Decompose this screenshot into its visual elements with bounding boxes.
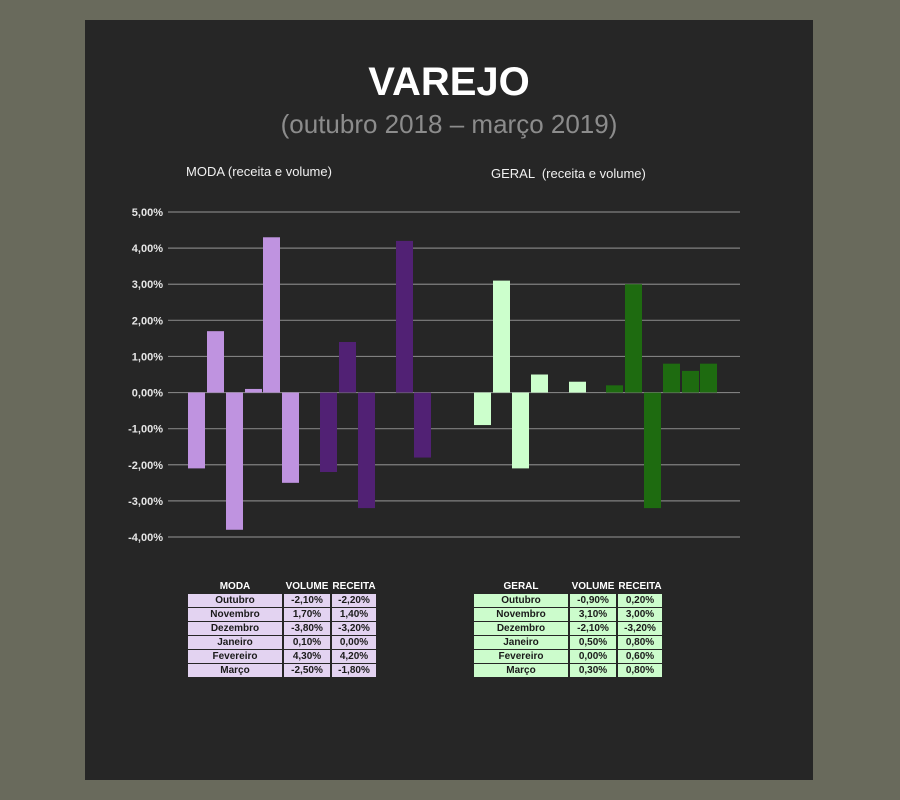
table-cell: Fevereiro bbox=[474, 650, 568, 663]
moda-receita-bar-dezembro bbox=[358, 392, 375, 509]
table-cell: 0,00% bbox=[570, 650, 616, 663]
geral-table: GERAL VOLUME RECEITA Outubro -0,90% 0,20% … bbox=[472, 579, 664, 678]
table-row: Novembro 3,10% 3,00% bbox=[474, 608, 662, 621]
chart-title: VAREJO bbox=[368, 60, 530, 104]
table-cell: Dezembro bbox=[474, 622, 568, 635]
table-cell: -2,10% bbox=[284, 594, 330, 607]
y-tick-label: -4,00% bbox=[128, 532, 163, 544]
table-header-row: MODA VOLUME RECEITA bbox=[188, 580, 376, 593]
table-row: Outubro -2,10% -2,20% bbox=[188, 594, 376, 607]
table-cell: 0,80% bbox=[618, 636, 662, 649]
table-cell: Novembro bbox=[474, 608, 568, 621]
y-tick-label: 5,00% bbox=[132, 207, 163, 219]
moda-volume-bar-março bbox=[282, 392, 299, 483]
moda-volume-bar-novembro bbox=[207, 331, 224, 393]
table-cell: -3,80% bbox=[284, 622, 330, 635]
table-row: Março 0,30% 0,80% bbox=[474, 664, 662, 677]
y-tick-label: 4,00% bbox=[132, 243, 163, 255]
moda-receita-bar-novembro bbox=[339, 342, 356, 393]
table-row: Fevereiro 4,30% 4,20% bbox=[188, 650, 376, 663]
table-cell: 0,00% bbox=[332, 636, 376, 649]
table-cell: -1,80% bbox=[332, 664, 376, 677]
y-tick-label: 1,00% bbox=[132, 351, 163, 363]
table-row: Novembro 1,70% 1,40% bbox=[188, 608, 376, 621]
table-cell: Outubro bbox=[188, 594, 282, 607]
table-row: Fevereiro 0,00% 0,60% bbox=[474, 650, 662, 663]
moda-table: MODA VOLUME RECEITA Outubro -2,10% -2,20% … bbox=[186, 579, 378, 678]
table-row: Março -2,50% -1,80% bbox=[188, 664, 376, 677]
geral-receita-bar-março bbox=[700, 363, 717, 393]
moda-receita-bar-fevereiro bbox=[396, 240, 413, 393]
table-header: RECEITA bbox=[618, 581, 662, 592]
geral-section-label: GERAL (receita e volume) bbox=[491, 166, 646, 181]
geral-volume-bar-novembro bbox=[493, 280, 510, 393]
y-tick-label: 3,00% bbox=[132, 279, 163, 291]
table-cell: 0,20% bbox=[618, 594, 662, 607]
table-cell: 1,40% bbox=[332, 608, 376, 621]
table-cell: Janeiro bbox=[188, 636, 282, 649]
table-cell: 4,20% bbox=[332, 650, 376, 663]
table-cell: 0,30% bbox=[570, 664, 616, 677]
geral-receita-bar-dezembro bbox=[644, 392, 661, 509]
table-cell: Março bbox=[474, 664, 568, 677]
table-header: RECEITA bbox=[332, 581, 376, 592]
table-cell: -3,20% bbox=[332, 622, 376, 635]
table-row: Dezembro -3,80% -3,20% bbox=[188, 622, 376, 635]
moda-receita-bar-outubro bbox=[320, 392, 337, 472]
table-cell: 3,10% bbox=[570, 608, 616, 621]
table-header: MODA bbox=[219, 581, 251, 592]
table-cell: Novembro bbox=[188, 608, 282, 621]
geral-volume-bar-dezembro bbox=[512, 392, 529, 469]
table-cell: 0,10% bbox=[284, 636, 330, 649]
y-tick-label: -2,00% bbox=[128, 460, 163, 472]
table-cell: Dezembro bbox=[188, 622, 282, 635]
table-cell: 3,00% bbox=[618, 608, 662, 621]
table-cell: -2,20% bbox=[332, 594, 376, 607]
y-tick-label: -1,00% bbox=[128, 424, 163, 436]
y-tick-label: 2,00% bbox=[132, 315, 163, 327]
table-cell: 4,30% bbox=[284, 650, 330, 663]
table-row: Outubro -0,90% 0,20% bbox=[474, 594, 662, 607]
table-cell: -2,10% bbox=[570, 622, 616, 635]
table-header: VOLUME bbox=[285, 581, 329, 592]
table-row: Dezembro -2,10% -3,20% bbox=[474, 622, 662, 635]
table-header: GERAL bbox=[503, 581, 539, 592]
moda-volume-bar-dezembro bbox=[226, 392, 243, 530]
geral-volume-bar-março bbox=[569, 381, 586, 393]
table-cell: Março bbox=[188, 664, 282, 677]
table-row: Janeiro 0,50% 0,80% bbox=[474, 636, 662, 649]
table-cell: Fevereiro bbox=[188, 650, 282, 663]
table-cell: -0,90% bbox=[570, 594, 616, 607]
table-cell: 0,60% bbox=[618, 650, 662, 663]
table-cell: Outubro bbox=[474, 594, 568, 607]
table-cell: 1,70% bbox=[284, 608, 330, 621]
y-tick-label: 0,00% bbox=[132, 388, 163, 400]
geral-volume-bar-janeiro bbox=[531, 374, 548, 393]
moda-volume-bar-outubro bbox=[188, 392, 205, 469]
table-cell: -3,20% bbox=[618, 622, 662, 635]
moda-receita-bar-março bbox=[414, 392, 431, 458]
table-cell: -2,50% bbox=[284, 664, 330, 677]
moda-volume-bar-fevereiro bbox=[263, 237, 280, 393]
geral-volume-bar-outubro bbox=[474, 392, 491, 426]
geral-receita-bar-outubro bbox=[606, 385, 623, 393]
table-cell: Janeiro bbox=[474, 636, 568, 649]
geral-receita-bar-fevereiro bbox=[682, 370, 699, 393]
moda-volume-bar-janeiro bbox=[245, 388, 262, 393]
chart-subtitle: (outubro 2018 – março 2019) bbox=[280, 109, 618, 139]
table-header-row: GERAL VOLUME RECEITA bbox=[474, 580, 662, 593]
table-cell: 0,80% bbox=[618, 664, 662, 677]
moda-section-label: MODA (receita e volume) bbox=[186, 164, 332, 179]
y-tick-label: -3,00% bbox=[128, 496, 163, 508]
table-cell: 0,50% bbox=[570, 636, 616, 649]
geral-receita-bar-janeiro bbox=[663, 363, 680, 393]
table-header: VOLUME bbox=[571, 581, 615, 592]
geral-receita-bar-novembro bbox=[625, 284, 642, 393]
table-row: Janeiro 0,10% 0,00% bbox=[188, 636, 376, 649]
